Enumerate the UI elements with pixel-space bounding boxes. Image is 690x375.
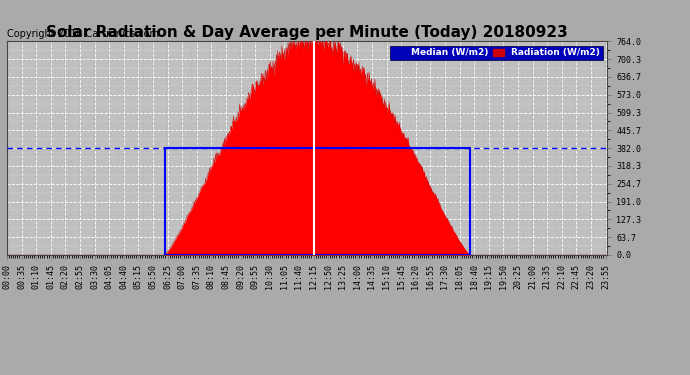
Title: Solar Radiation & Day Average per Minute (Today) 20180923: Solar Radiation & Day Average per Minute… xyxy=(46,25,568,40)
Legend: Median (W/m2), Radiation (W/m2): Median (W/m2), Radiation (W/m2) xyxy=(391,46,602,60)
Text: Copyright 2018 Cartronics.com: Copyright 2018 Cartronics.com xyxy=(7,29,159,39)
Bar xyxy=(165,148,470,255)
